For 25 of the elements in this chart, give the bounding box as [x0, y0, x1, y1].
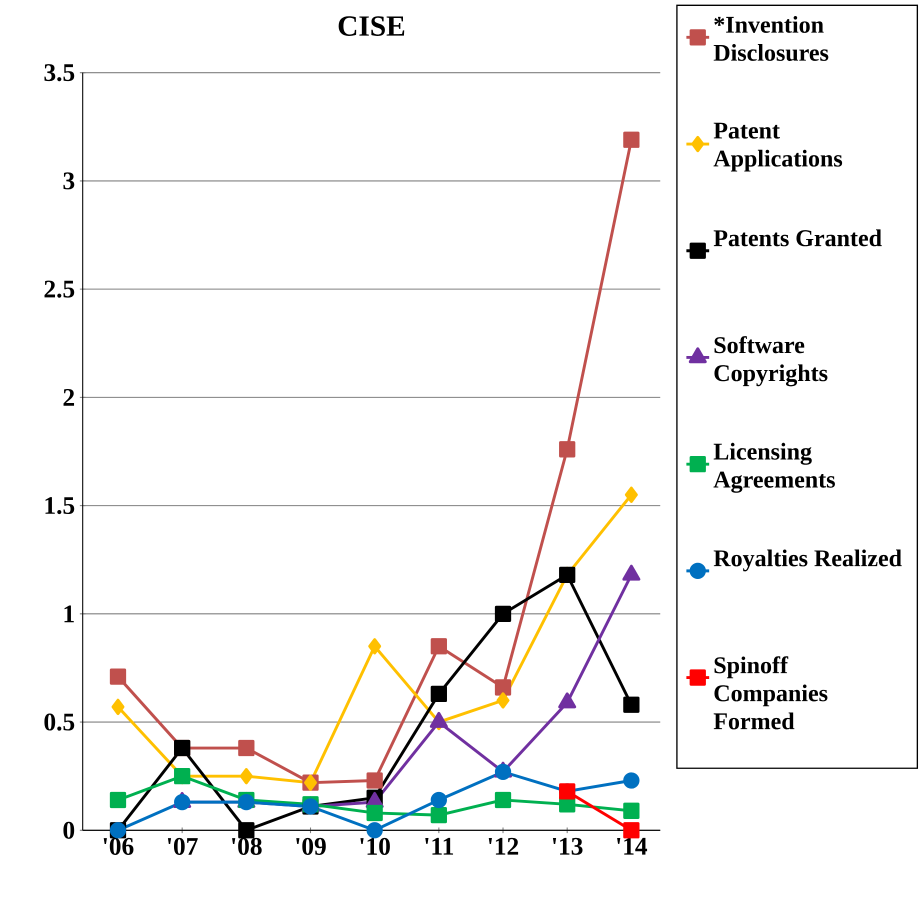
legend-label: *Invention Disclosures — [714, 16, 828, 61]
x-tick-label: '10 — [360, 838, 390, 855]
x-tick-label: '07 — [168, 838, 198, 855]
legend-label: Software Copyrights — [714, 336, 828, 386]
x-tick-label: '14 — [617, 838, 648, 854]
legend-label: Spinoff Companies Formed — [714, 656, 828, 730]
x-tick-label: '06 — [104, 838, 134, 855]
y-tick-label: 3 — [63, 172, 74, 190]
y-tick-label: 1 — [64, 605, 74, 622]
y-tick-label: 0 — [63, 822, 74, 839]
legend-label: Licensing Agreements — [714, 442, 835, 493]
y-tick-label: 2.5 — [44, 280, 74, 298]
y-tick-label: 2 — [64, 388, 74, 406]
x-tick-label: '12 — [488, 838, 518, 854]
x-tick-label: '13 — [552, 838, 583, 855]
x-tick-label: '11 — [425, 838, 454, 854]
y-tick-label: 0.5 — [44, 713, 74, 731]
x-tick-label: '08 — [232, 838, 262, 855]
x-tick-label: '09 — [296, 838, 326, 855]
legend-label: Patents Granted — [714, 229, 882, 246]
y-tick-label: 3.5 — [44, 64, 74, 82]
chart-title: CISE — [338, 16, 404, 36]
legend-label: Patent Applications — [714, 122, 842, 172]
y-tick-label: 1.5 — [45, 496, 74, 514]
legend-label: Royalties Realized — [714, 549, 902, 572]
